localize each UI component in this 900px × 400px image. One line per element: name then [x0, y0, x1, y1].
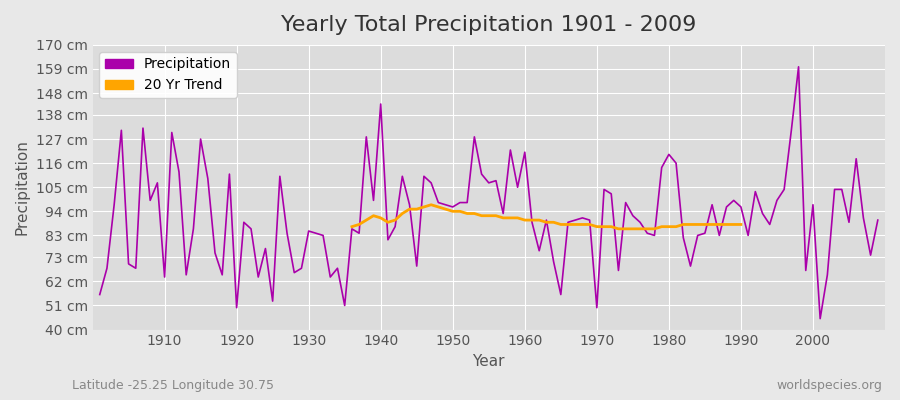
Legend: Precipitation, 20 Yr Trend: Precipitation, 20 Yr Trend — [100, 52, 237, 98]
Title: Yearly Total Precipitation 1901 - 2009: Yearly Total Precipitation 1901 - 2009 — [281, 15, 697, 35]
Text: Latitude -25.25 Longitude 30.75: Latitude -25.25 Longitude 30.75 — [72, 379, 274, 392]
X-axis label: Year: Year — [472, 354, 505, 369]
Text: worldspecies.org: worldspecies.org — [776, 379, 882, 392]
Y-axis label: Precipitation: Precipitation — [15, 139, 30, 235]
